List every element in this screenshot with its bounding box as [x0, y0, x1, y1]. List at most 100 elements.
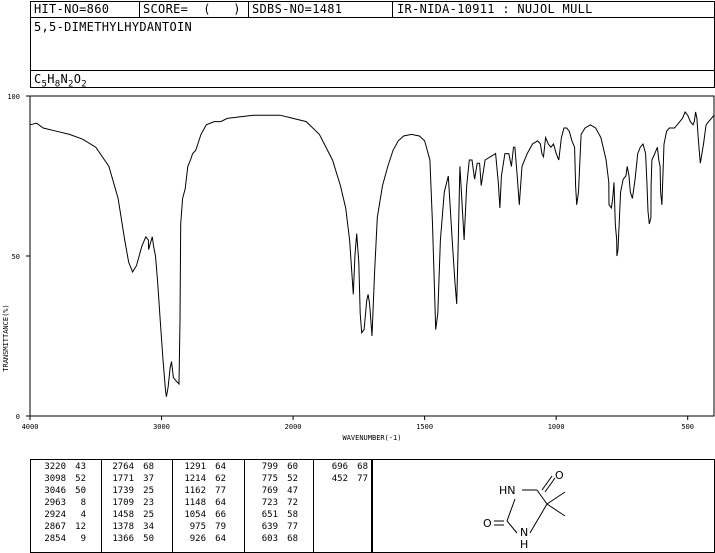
peak-transmittance: 34: [143, 522, 154, 532]
peak-entry: 3098 52: [36, 474, 86, 485]
peak-wavenumber: 723: [261, 498, 278, 508]
y-tick-label: 50: [12, 253, 20, 261]
atom-label: N: [520, 526, 528, 539]
peak-entry: 1148 64: [176, 498, 226, 509]
peak-entry: 2764 68: [104, 462, 154, 473]
peak-wavenumber: 1739: [112, 486, 134, 496]
ir-spectrum-chart: 4000 3000 2000 1500 1000 500 0 50 100 WAVENUMBE…: [2, 93, 715, 442]
peak-entry: 799 60: [248, 462, 298, 473]
peak-wavenumber: 1291: [184, 462, 206, 472]
chemical-structure: O HN O N H: [483, 469, 566, 551]
peak-transmittance: 25: [143, 486, 154, 496]
x-tick-label: 2000: [285, 423, 302, 431]
peak-transmittance: 23: [143, 498, 154, 508]
peak-wavenumber: 1214: [184, 474, 206, 484]
spectrum-line: [29, 111, 715, 397]
peak-transmittance: 43: [75, 462, 86, 472]
peak-entry: 723 72: [248, 498, 298, 509]
peak-table-divider: [244, 459, 245, 553]
peak-wavenumber: 696: [331, 462, 348, 472]
peak-wavenumber: 2854: [44, 534, 66, 544]
peak-transmittance: 25: [143, 510, 154, 520]
peak-transmittance: 77: [287, 522, 298, 532]
peak-transmittance: 60: [287, 462, 298, 472]
formula-element: N: [60, 72, 69, 86]
peak-entry: 1054 66: [176, 510, 226, 521]
peak-entry: 975 79: [176, 522, 226, 533]
compound-name: 5,5-DIMETHYLHYDANTOIN: [34, 20, 193, 34]
formula-element: H: [47, 72, 55, 86]
peak-wavenumber: 1366: [112, 534, 134, 544]
y-tick-label: 100: [7, 93, 20, 101]
formula-subscript: 2: [68, 79, 74, 90]
molecular-formula: C5H8N2O2: [34, 72, 87, 91]
x-tick-label: 4000: [22, 423, 39, 431]
peak-transmittance: 50: [75, 486, 86, 496]
peak-entry: 639 77: [248, 522, 298, 533]
peak-transmittance: 4: [80, 510, 86, 520]
x-tick-label: 1000: [548, 423, 565, 431]
peak-transmittance: 68: [287, 534, 298, 544]
peak-transmittance: 72: [287, 498, 298, 508]
peak-table-divider: [101, 459, 102, 553]
atom-label: H: [520, 538, 528, 551]
peak-entry: 1771 37: [104, 474, 154, 485]
peak-entry: 3046 50: [36, 486, 86, 497]
formula-element: O: [73, 72, 82, 86]
ir-code: IR-NIDA-10911 : NUJOL MULL: [397, 2, 593, 16]
peak-transmittance: 62: [215, 474, 226, 484]
peak-wavenumber: 1771: [112, 474, 134, 484]
atom-label: HN: [499, 484, 516, 497]
peak-transmittance: 52: [287, 474, 298, 484]
formula-element: C: [34, 72, 42, 86]
formula-subscript: 5: [41, 79, 48, 90]
peak-transmittance: 9: [80, 534, 86, 544]
header-divider: [248, 1, 249, 18]
atom-label: O: [483, 517, 492, 530]
peak-entry: 769 47: [248, 486, 298, 497]
peak-table-divider: [172, 459, 173, 553]
peak-transmittance: 12: [75, 522, 86, 532]
peak-transmittance: 58: [287, 510, 298, 520]
header-bar: [30, 1, 715, 18]
peak-entry: 1709 23: [104, 498, 154, 509]
peak-wavenumber: 1148: [184, 498, 206, 508]
peak-transmittance: 64: [215, 462, 226, 472]
peak-entry: 1214 62: [176, 474, 226, 485]
peak-wavenumber: 2924: [44, 510, 66, 520]
y-axis-ticks: 0 50 100: [7, 93, 30, 421]
peak-wavenumber: 651: [261, 510, 278, 520]
peak-entry: 603 68: [248, 534, 298, 545]
peak-wavenumber: 3046: [44, 486, 66, 496]
peak-entry: 1291 64: [176, 462, 226, 473]
peak-transmittance: 50: [143, 534, 154, 544]
sdbs-number: SDBS-NO=1481: [252, 2, 343, 16]
x-tick-label: 500: [681, 423, 694, 431]
peak-transmittance: 47: [287, 486, 298, 496]
peak-transmittance: 64: [215, 534, 226, 544]
peak-wavenumber: 1378: [112, 522, 134, 532]
x-axis-ticks: 4000 3000 2000 1500 1000 500: [22, 416, 694, 431]
formula-subscript: 8: [54, 79, 61, 90]
peak-wavenumber: 452: [331, 474, 348, 484]
peak-wavenumber: 769: [261, 486, 278, 496]
peak-entry: 2867 12: [36, 522, 86, 533]
x-tick-label: 3000: [153, 423, 170, 431]
peak-entry: 696 68: [318, 462, 368, 473]
peak-wavenumber: 639: [261, 522, 278, 532]
score: SCORE= ( ): [143, 2, 241, 16]
peak-entry: 2924 4: [36, 510, 86, 521]
peak-wavenumber: 926: [189, 534, 206, 544]
peak-transmittance: 66: [215, 510, 226, 520]
peak-entry: 926 64: [176, 534, 226, 545]
hit-number: HIT-NO=860: [34, 2, 110, 16]
x-axis-label: WAVENUMBER(-1): [342, 434, 401, 442]
plot-frame: [29, 95, 715, 417]
peak-entry: 3220 43: [36, 462, 86, 473]
peak-entry: 1366 50: [104, 534, 154, 545]
peak-transmittance: 77: [357, 474, 368, 484]
peak-entry: 1458 25: [104, 510, 154, 521]
y-axis-label: TRANSMITTANCE(%): [2, 304, 10, 371]
peak-wavenumber: 3098: [44, 474, 66, 484]
peak-entry: 1162 77: [176, 486, 226, 497]
